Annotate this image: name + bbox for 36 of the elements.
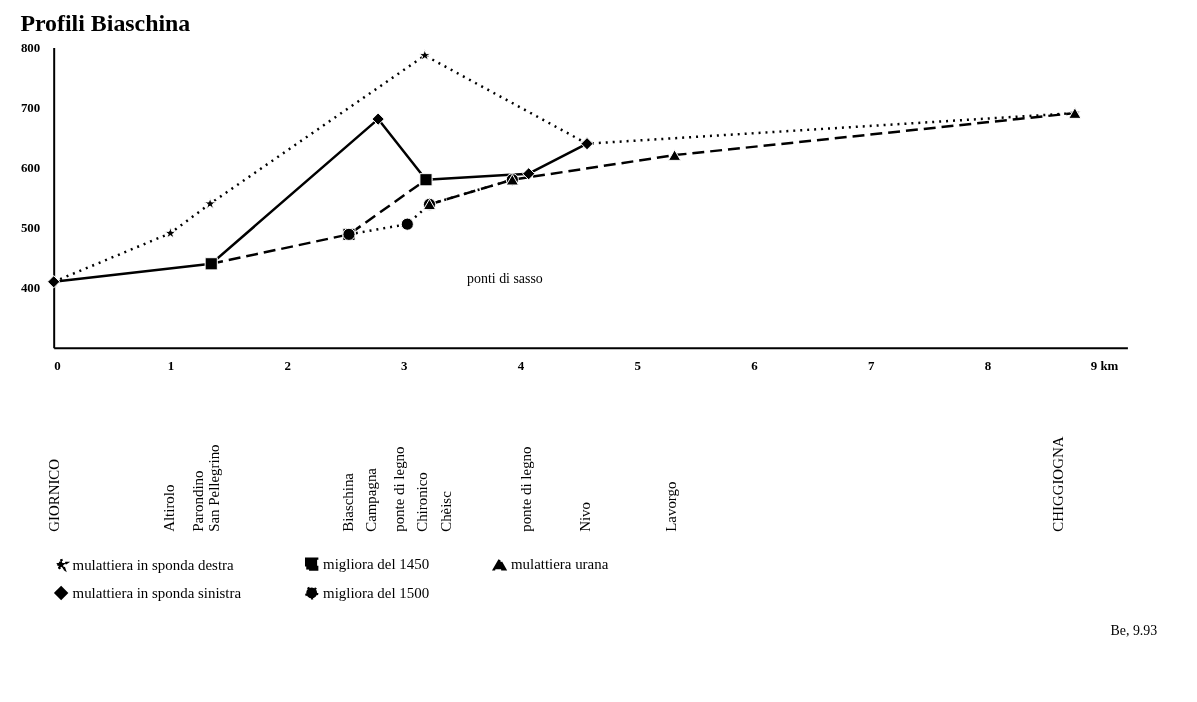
x-tick-label: 7 [867, 358, 875, 374]
legend-label: mulattiera urana [511, 556, 609, 573]
x-tick-label: 5 [634, 358, 641, 374]
text: Parondino [189, 470, 206, 532]
y-tick-label: 600 [20, 160, 41, 176]
text: Altirolo [160, 484, 177, 532]
annotation: ponti di sasso [467, 270, 543, 286]
y-tick-label: 400 [20, 280, 41, 296]
x-tick-label: 8 [984, 358, 992, 374]
y-tick-label: 700 [20, 100, 41, 116]
legend-label: mulattiera in sponda sinistra [72, 584, 242, 601]
text: GIORNICO [45, 458, 62, 532]
y-tick-label: 500 [20, 220, 41, 236]
text: Lavorgo [663, 481, 680, 532]
x-tick-label: 2 [284, 358, 291, 374]
legend-label: mulattiera in sponda destra [72, 556, 234, 573]
x-tick-label: 6 [751, 358, 759, 374]
text: Nivo [577, 501, 594, 532]
text: Chèisc [437, 490, 454, 532]
x-tick-label: 0 [54, 358, 61, 374]
x-tick-label: 9 km [1090, 358, 1119, 374]
x-tick-label: 4 [517, 358, 525, 374]
legend-label: migliora del 1450 [323, 556, 430, 573]
y-tick-label: 800 [20, 40, 41, 56]
text: ponte di legno [518, 446, 535, 532]
text: Chironico [413, 472, 430, 532]
x-tick-label: 1 [167, 358, 175, 374]
text: ponte di legno [391, 446, 408, 532]
text: Campagna [363, 467, 380, 532]
x-tick-label: 3 [401, 358, 409, 374]
text: Be, 9.93 [1110, 623, 1158, 639]
text: San Pellegrino [205, 444, 222, 532]
legend-label: migliora del 1500 [323, 584, 430, 601]
text: CHIGGIOGNA [1049, 436, 1066, 532]
chart-title: Profili Biaschina [20, 9, 191, 36]
text: Biaschina [339, 472, 356, 532]
